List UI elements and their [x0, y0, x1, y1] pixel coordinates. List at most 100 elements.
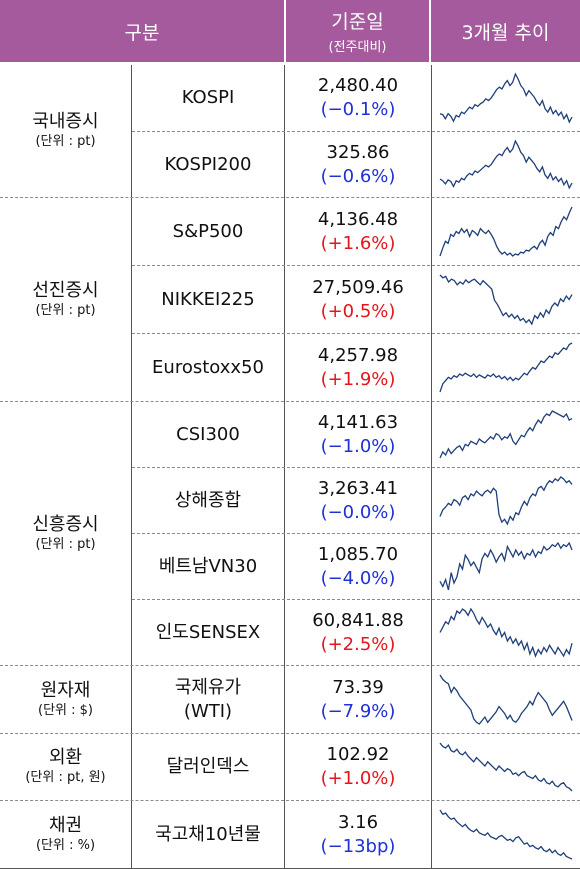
instrument-name: 베트남VN30 [158, 555, 258, 577]
group-name: 채권 [48, 814, 83, 836]
group-unit: (단위 : pt) [35, 536, 96, 552]
instrument-value: 325.86 [326, 141, 390, 163]
row-value-cell: 4,141.63 (−1.0%) [285, 402, 431, 467]
trend-sparkline-cell [432, 801, 580, 868]
row-value-cell: 2,480.40 (−0.1%) [285, 65, 431, 131]
instrument-value: 27,509.46 [312, 276, 404, 298]
instrument-name: NIKKEI225 [161, 288, 255, 310]
trend-sparkline-cell [432, 666, 580, 733]
trend-sparkline [439, 72, 573, 124]
group-name: 선진증시 [32, 279, 99, 301]
row-value-cell: 3.16 (−13bp) [285, 801, 431, 868]
trend-sparkline-cell [432, 132, 580, 197]
row-value-cell: 325.86 (−0.6%) [285, 132, 431, 197]
instrument-value: 60,841.88 [312, 609, 404, 631]
trend-sparkline-cell [432, 534, 580, 599]
instrument-name: CSI300 [176, 423, 240, 445]
group-divider [0, 800, 580, 801]
trend-sparkline [439, 476, 573, 526]
trend-line [439, 476, 573, 526]
row-name-cell: 베트남VN30 [132, 534, 284, 599]
header-category: 구분 [0, 0, 284, 62]
instrument-change: (−7.9%) [320, 700, 396, 722]
row-value-cell: 73.39 (−7.9%) [285, 666, 431, 733]
trend-sparkline-cell [432, 266, 580, 333]
trend-line [439, 674, 573, 725]
row-name-cell: 국고채10년물 [132, 801, 284, 868]
header-base-date-label: 기준일 [331, 11, 384, 33]
group-commodities: 원자재 (단위 : $) [0, 666, 131, 733]
trend-sparkline-cell [432, 334, 580, 401]
instrument-name: 상해종합 [174, 489, 242, 511]
instrument-value: 3.16 [337, 811, 379, 833]
trend-line [439, 72, 573, 124]
instrument-change: (−13bp) [320, 835, 396, 857]
row-value-cell: 102.92 (+1.0%) [285, 734, 431, 800]
column-divider [131, 65, 132, 869]
trend-sparkline-cell [432, 734, 580, 800]
row-value-cell: 4,136.48 (+1.6%) [285, 198, 431, 265]
row-divider [132, 131, 580, 132]
instrument-change: (+2.5%) [320, 633, 396, 655]
trend-sparkline-cell [432, 600, 580, 665]
instrument-value: 1,085.70 [317, 543, 399, 565]
trend-sparkline [439, 206, 573, 257]
trend-sparkline-cell [432, 468, 580, 533]
instrument-change: (+1.6%) [320, 232, 396, 254]
group-name: 원자재 [40, 679, 91, 701]
group-domestic-stocks: 국내증시 (단위 : pt) [0, 65, 131, 197]
instrument-value: 2,480.40 [317, 75, 399, 96]
group-name: 외환 [48, 747, 83, 768]
group-divider [0, 733, 580, 734]
row-name-cell: KOSPI200 [132, 132, 284, 197]
trend-sparkline [439, 541, 573, 591]
instrument-name: Eurostoxx50 [152, 356, 264, 378]
group-fx: 외환 (단위 : pt, 원) [0, 734, 131, 800]
trend-sparkline [439, 607, 573, 658]
instrument-name: 인도SENSEX [155, 621, 261, 643]
trend-sparkline [439, 139, 573, 190]
trend-line [439, 342, 573, 393]
trend-sparkline-cell [432, 65, 580, 131]
trend-sparkline [439, 809, 573, 860]
trend-line [439, 541, 573, 591]
group-divider [0, 401, 580, 402]
instrument-name: S&P500 [172, 220, 244, 242]
row-divider [132, 333, 580, 334]
header-base-date-sub: (전주대비) [328, 40, 387, 55]
group-name: 국내증시 [32, 111, 99, 132]
trend-sparkline [439, 410, 573, 459]
group-emerging-stocks: 신흥증시 (단위 : pt) [0, 402, 131, 665]
row-name-cell: 상해종합 [132, 468, 284, 533]
header-category-label: 구분 [124, 21, 160, 44]
trend-sparkline-cell [432, 402, 580, 467]
instrument-value: 4,257.98 [317, 344, 399, 366]
instrument-change: (−0.0%) [320, 501, 396, 523]
instrument-value: 4,136.48 [317, 208, 399, 230]
trend-line [439, 206, 573, 257]
row-value-cell: 60,841.88 (+2.5%) [285, 600, 431, 665]
row-divider [132, 265, 580, 266]
instrument-change: (−0.1%) [320, 99, 396, 120]
row-name-cell: Eurostoxx50 [132, 334, 284, 401]
instrument-name: 달러인덱스 [166, 756, 250, 777]
instrument-change: (+0.5%) [320, 300, 396, 322]
group-divider [0, 197, 580, 198]
instrument-change: (−0.6%) [320, 165, 396, 187]
header-trend: 3개월 추이 [431, 0, 580, 62]
instrument-change: (−4.0%) [320, 567, 396, 589]
trend-line [439, 274, 573, 326]
group-divider [0, 665, 580, 666]
row-name-cell: NIKKEI225 [132, 266, 284, 333]
instrument-value: 3,263.41 [317, 477, 399, 499]
group-unit: (단위 : pt) [35, 302, 96, 318]
row-divider [132, 467, 580, 468]
group-unit: (단위 : %) [35, 837, 96, 853]
instrument-change: (+1.9%) [320, 368, 396, 390]
trend-line [439, 410, 573, 459]
trend-line [439, 742, 573, 792]
row-name-cell: 국제유가 (WTI) [132, 666, 284, 733]
instrument-name: 국고채10년물 [155, 823, 261, 845]
row-name-cell: KOSPI [132, 65, 284, 131]
